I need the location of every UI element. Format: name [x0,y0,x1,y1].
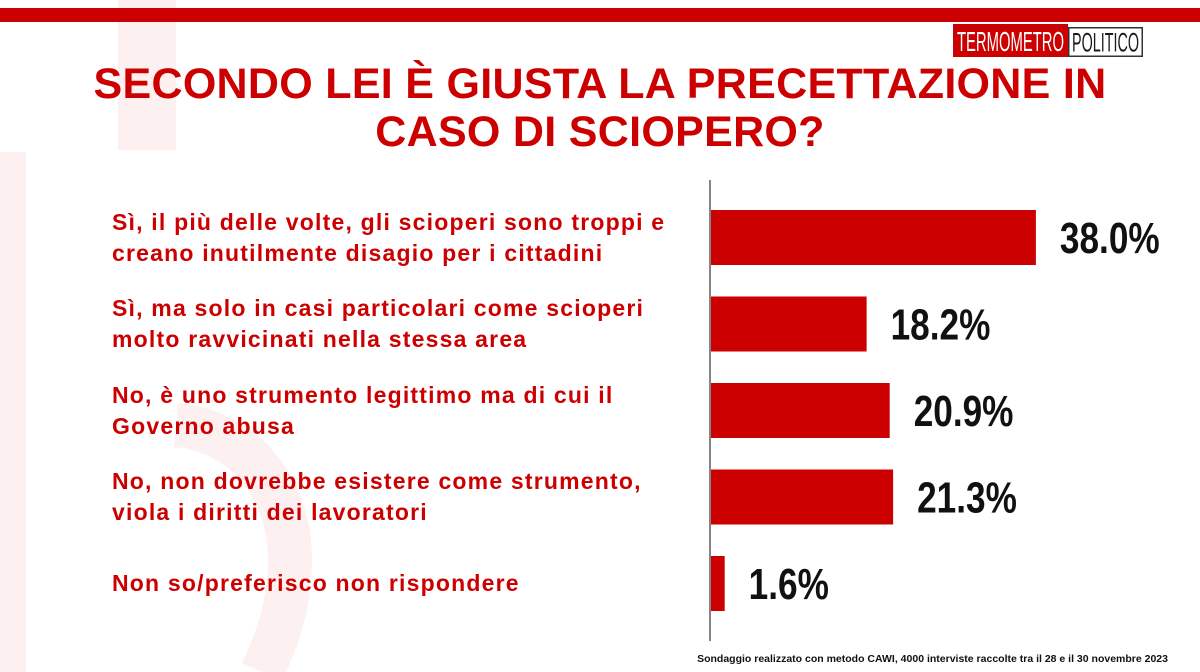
value-label-2: 18.2% [891,301,991,350]
watermark-top-stem [118,0,176,150]
category-label-5: Non so/preferisco non rispondere [112,541,687,627]
bar-3 [711,383,890,438]
category-label-text-4: No, non dovrebbe esistere come strumento… [112,468,642,525]
bar-4 [711,469,894,525]
watermark-left-band [0,152,26,672]
logo-word-politico: POLITICO [1072,28,1139,58]
category-label-2: Sì, ma solo in casi particolari come sci… [112,281,687,367]
bar-5 [711,556,725,611]
category-label-1: Sì, il più delle volte, gli scioperi son… [112,195,687,281]
top-accent-bar [0,8,1200,22]
category-label-3: No, è uno strumento legittimo ma di cui … [112,368,687,454]
survey-methodology-note: Sondaggio realizzato con metodo CAWI, 40… [697,653,1168,665]
bar-1 [711,210,1036,265]
category-label-text-2: Sì, ma solo in casi particolari come sci… [112,295,645,352]
value-label-3: 20.9% [914,387,1014,436]
bar-2 [711,296,867,352]
category-label-text-3: No, è uno strumento legittimo ma di cui … [112,381,614,439]
logo-red-box [953,24,1068,57]
value-label-4: 21.3% [917,474,1017,523]
value-label-1: 38.0% [1060,214,1160,263]
category-label-4: No, non dovrebbe esistere come strumento… [112,454,687,540]
value-labels-group: 38.0% 18.2% 20.9% 21.3% 1.6% [749,214,1160,609]
category-label-text-1: Sì, il più delle volte, gli scioperi son… [112,208,666,266]
chart-title: SECONDO LEI È GIUSTA LA PRECETTAZIONE IN… [93,60,1107,156]
logo-white-box [1068,27,1143,57]
watermark-curve [172,403,313,672]
logo-word-termometro: TERMOMETRO [957,26,1064,57]
category-label-text-5: Non so/preferisco non rispondere [112,570,520,596]
termometro-politico-logo: TERMOMETRO POLITICO [953,24,1143,58]
bars-group [711,210,1036,611]
value-label-5: 1.6% [749,560,829,609]
